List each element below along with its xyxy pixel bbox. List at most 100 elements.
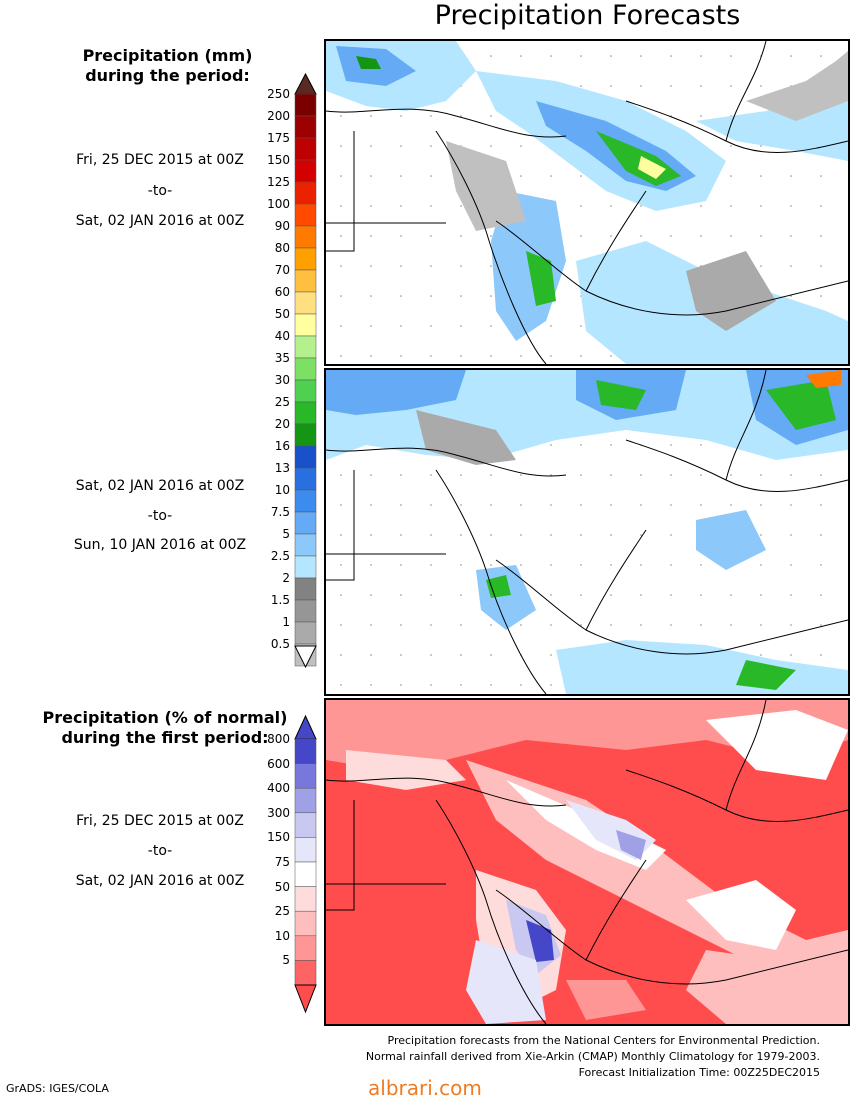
precip-colorbar-swatch [294, 489, 317, 513]
precip-colorbar-tick-label: 30 [274, 373, 290, 387]
precip-colorbar-swatch [294, 247, 317, 271]
grads-credit: GrADS: IGES/COLA [6, 1082, 109, 1095]
precip-colorbar-tick-label: 10 [274, 483, 290, 497]
precip-colorbar-swatch [294, 379, 317, 403]
pct-legend-heading: Precipitation (% of normal) during the f… [15, 708, 315, 748]
precip-colorbar-tick-label: 1 [282, 615, 290, 629]
precip-colorbar-tick-label: 0.5 [270, 637, 290, 651]
footer-line3: Forecast Initialization Time: 00Z25DEC20… [578, 1066, 820, 1079]
precip-colorbar-top-arrow [294, 72, 317, 95]
precip-colorbar-swatch [294, 291, 317, 315]
pct-colorbar-swatch [294, 837, 317, 863]
precip-colorbar-swatch [294, 115, 317, 139]
precip-colorbar-tick-label: 20 [274, 417, 290, 431]
pct-colorbar-swatch [294, 861, 317, 887]
precip-colorbar-tick-label: 2 [282, 571, 290, 585]
map-panel-period1 [324, 39, 850, 366]
precip-colorbar-tick-label: 200 [267, 109, 290, 123]
precip-colorbar-swatch [294, 401, 317, 425]
precip-colorbar-tick-label: 150 [267, 153, 290, 167]
precip-colorbar-tick-label: 16 [274, 439, 290, 453]
pct-colorbar-tick-label: 300 [267, 805, 290, 820]
period3-start: Fri, 25 DEC 2015 at 00Z [76, 813, 244, 829]
period2-end: Sun, 10 JAN 2016 at 00Z [73, 537, 247, 553]
pct-colorbar-tick-label: 5 [282, 953, 290, 968]
precip-legend-heading-line2: during the period: [85, 66, 250, 85]
period3-to: -to- [147, 843, 173, 859]
pct-colorbar-tick-label: 25 [274, 904, 290, 919]
precip-colorbar-swatch [294, 599, 317, 623]
period1-end: Sat, 02 JAN 2016 at 00Z [75, 213, 245, 229]
footer-line2: Normal rainfall derived from Xie-Arkin (… [365, 1050, 820, 1063]
pct-colorbar-tick-label: 400 [267, 781, 290, 796]
period1-to: -to- [147, 183, 173, 199]
pct-colorbar-swatch [294, 960, 317, 986]
precip-map-period1 [326, 41, 848, 364]
precip-colorbar-swatch [294, 445, 317, 469]
pct-normal-map [326, 700, 848, 1024]
pct-colorbar-tick-label: 10 [274, 928, 290, 943]
precip-colorbar-swatch [294, 181, 317, 205]
precip-colorbar-swatch [294, 577, 317, 601]
precip-colorbar-tick-label: 5 [282, 527, 290, 541]
precip-colorbar-swatch [294, 93, 317, 117]
pct-colorbar [294, 714, 317, 1014]
precip-colorbar-tick-label: 125 [267, 175, 290, 189]
precip-colorbar-tick-label: 100 [267, 197, 290, 211]
pct-colorbar-tick-label: 800 [267, 732, 290, 746]
precip-colorbar-swatch [294, 555, 317, 579]
pct-colorbar-swatch [294, 935, 317, 961]
precip-colorbar [294, 72, 317, 669]
pct-colorbar-bottom-arrow [294, 984, 317, 1014]
pct-colorbar-top-arrow [294, 714, 317, 740]
precip-colorbar-swatch [294, 423, 317, 447]
precip-colorbar-swatch [294, 269, 317, 293]
pct-colorbar-swatch [294, 763, 317, 789]
precip-colorbar-swatch [294, 313, 317, 337]
pct-colorbar-swatch [294, 910, 317, 937]
precip-colorbar-tick-label: 25 [274, 395, 290, 409]
precip-colorbar-tick-label: 40 [274, 329, 290, 343]
map-panel-pct-normal [324, 698, 850, 1026]
precip-colorbar-tick-label: 35 [274, 351, 290, 365]
pct-colorbar-tick-label: 150 [267, 830, 290, 845]
precip-colorbar-tick-label: 7.5 [270, 505, 290, 519]
pct-colorbar-swatch [294, 787, 317, 814]
page-title: Precipitation Forecasts [434, 0, 741, 31]
pct-colorbar-swatch [294, 886, 317, 912]
watermark: albrari.com [368, 1076, 482, 1100]
pct-colorbar-swatch [294, 738, 317, 764]
precip-colorbar-tick-label: 250 [267, 87, 290, 101]
pct-colorbar-tick-label: 75 [274, 855, 290, 869]
precip-colorbar-swatch [294, 159, 317, 183]
precip-colorbar-swatch [294, 467, 317, 491]
period2-start: Sat, 02 JAN 2016 at 00Z [75, 478, 245, 494]
pct-colorbar-tick-label: 50 [274, 879, 290, 894]
period1-start: Fri, 25 DEC 2015 at 00Z [76, 152, 244, 168]
precip-colorbar-tick-label: 13 [274, 461, 290, 475]
precip-colorbar-swatch [294, 621, 317, 645]
precip-colorbar-bottom-arrow [294, 645, 317, 669]
precip-colorbar-tick-label: 60 [274, 285, 290, 299]
precip-colorbar-tick-label: 90 [274, 219, 290, 233]
map-panel-period2 [324, 368, 850, 696]
footer-line1: Precipitation forecasts from the Nationa… [387, 1034, 821, 1047]
precip-colorbar-swatch [294, 225, 317, 249]
pct-colorbar-swatch [294, 812, 317, 838]
pct-legend-heading-line1: Precipitation (% of normal) [42, 708, 288, 727]
precip-colorbar-tick-label: 50 [274, 307, 290, 321]
period2-to: -to- [147, 508, 173, 524]
precip-colorbar-swatch [294, 533, 317, 557]
precip-colorbar-swatch [294, 357, 317, 381]
precip-map-period2 [326, 370, 848, 694]
precip-colorbar-tick-label: 175 [267, 131, 290, 145]
precip-colorbar-swatch [294, 203, 317, 227]
precip-legend-heading: Precipitation (mm) during the period: [20, 46, 315, 86]
precip-colorbar-swatch [294, 335, 317, 359]
precip-colorbar-swatch [294, 137, 317, 161]
period3-end: Sat, 02 JAN 2016 at 00Z [75, 873, 245, 889]
precip-colorbar-swatch [294, 511, 317, 535]
precip-colorbar-tick-label: 70 [274, 263, 290, 277]
pct-colorbar-tick-label: 600 [267, 756, 290, 771]
precip-colorbar-tick-label: 80 [274, 241, 290, 255]
